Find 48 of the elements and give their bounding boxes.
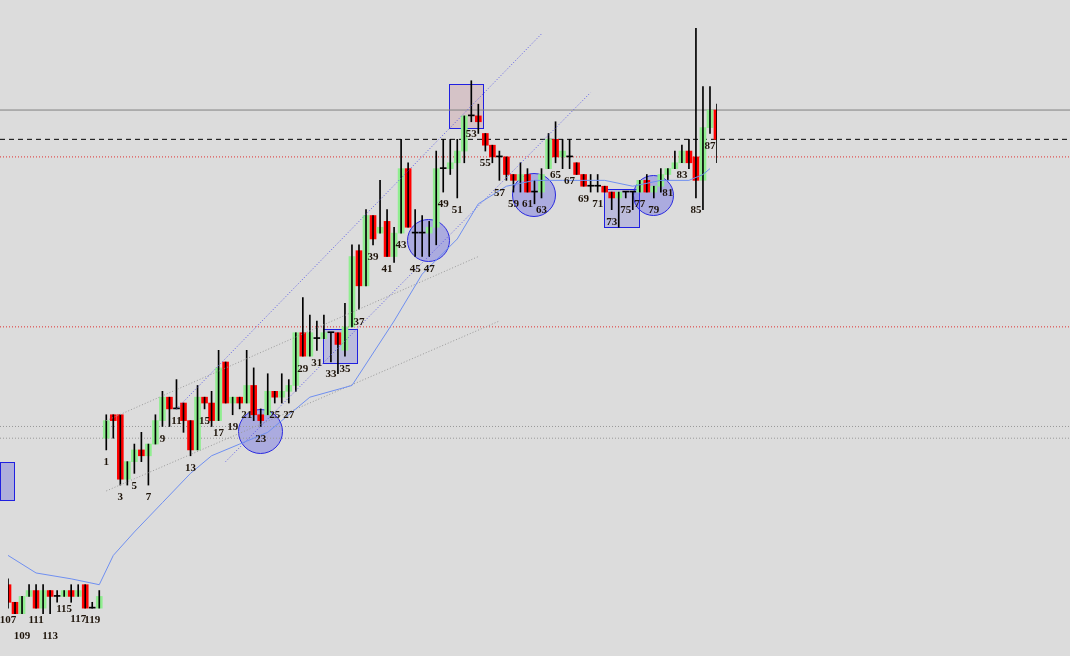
- x-tick-label: 81: [662, 185, 674, 198]
- x-tick-label: 17: [213, 425, 225, 438]
- x-tick-label: 7: [145, 490, 152, 503]
- x-tick-label: 45: [409, 261, 422, 274]
- x-tick-label: 19: [227, 420, 239, 433]
- candlestick: [327, 331, 335, 363]
- x-tick-label: 43: [395, 238, 408, 251]
- x-tick-label: 47: [423, 261, 436, 274]
- x-tick-label: 107: [0, 613, 17, 626]
- x-tick-label: 1: [103, 455, 110, 468]
- x-tick-label: 75: [620, 203, 632, 216]
- x-tick-label: 31: [311, 355, 323, 368]
- x-tick-label: 29: [297, 361, 309, 374]
- x-tick-label: 79: [648, 203, 660, 216]
- x-tick-label: 83: [676, 168, 688, 181]
- x-tick-label: 65: [550, 168, 562, 181]
- x-tick-label: 5: [131, 478, 138, 491]
- x-tick-label: 73: [606, 215, 618, 227]
- x-tick-label: 59: [507, 197, 520, 210]
- x-tick-label: 23: [255, 431, 267, 444]
- x-tick-label: 57: [493, 185, 506, 198]
- x-tick-label: 35: [339, 361, 351, 374]
- x-tick-label: 27: [283, 408, 295, 421]
- x-tick-label: 111: [28, 613, 44, 626]
- x-tick-label: 15: [199, 414, 211, 427]
- x-tick-label: 37: [353, 314, 365, 327]
- x-tick-label: 51: [451, 203, 463, 216]
- x-tick-label: 87: [704, 138, 716, 151]
- x-tick-label: 33: [325, 367, 337, 380]
- x-tick-label: 67: [564, 173, 576, 186]
- x-tick-label: 109: [13, 629, 31, 642]
- x-tick-label: 13: [185, 461, 197, 474]
- x-tick-label: 9: [159, 431, 166, 444]
- x-tick-label: 11: [171, 414, 182, 427]
- x-tick-label: 71: [592, 197, 604, 210]
- x-tick-label: 69: [578, 191, 590, 204]
- x-tick-label: 25: [269, 408, 281, 421]
- x-tick-label: 55: [479, 156, 492, 169]
- x-tick-label: 113: [42, 629, 59, 642]
- x-tick-label: 41: [381, 261, 393, 274]
- x-tick-label: 3: [117, 490, 124, 503]
- x-tick-label: 115: [56, 601, 73, 614]
- x-tick-label: 85: [690, 203, 702, 216]
- x-tick-label: 61: [521, 197, 533, 210]
- x-tick-label: 63: [536, 203, 548, 216]
- x-tick-label: 49: [437, 197, 450, 210]
- x-tick-label: 53: [465, 127, 478, 140]
- x-tick-label: 39: [367, 250, 380, 263]
